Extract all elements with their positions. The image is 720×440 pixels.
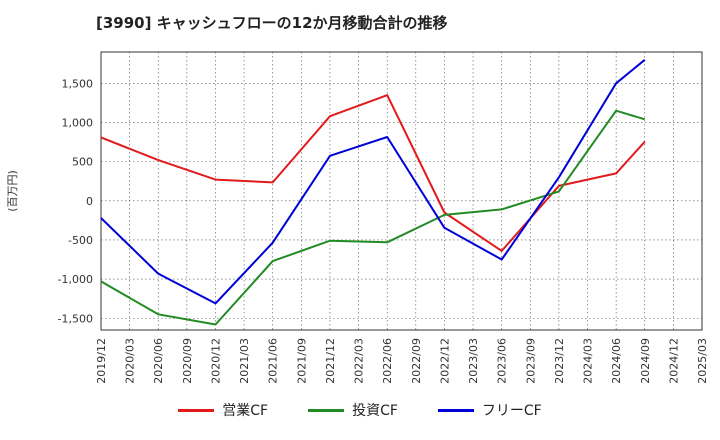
x-tick-label: 2023/03 [467, 338, 480, 384]
series-line [100, 94, 646, 252]
x-tick-label: 2023/09 [524, 338, 537, 384]
x-tick-label: 2021/09 [295, 338, 308, 384]
y-tick-label: 1,000 [62, 116, 94, 129]
series-line [100, 59, 646, 305]
x-tick-label: 2019/12 [95, 338, 108, 384]
legend-swatch [308, 408, 345, 412]
x-tick-label: 2022/03 [353, 338, 366, 384]
x-tick-label: 2020/06 [152, 338, 165, 384]
plot-background [101, 52, 702, 330]
x-tick-label: 2021/06 [267, 338, 280, 384]
x-tick-label: 2025/03 [696, 338, 709, 384]
legend-label: 投資CF [352, 403, 398, 419]
x-tick-label: 2022/12 [438, 338, 451, 384]
y-tick-label: -1,500 [58, 312, 93, 325]
x-tick-label: 2024/09 [639, 338, 652, 384]
legend: 営業CF 投資CF フリーCF [0, 400, 720, 420]
y-axis-label: (百万円) [6, 170, 19, 212]
y-tick-label: 500 [72, 156, 93, 169]
legend-label: フリーCF [481, 403, 542, 419]
series-line [100, 109, 646, 326]
x-tick-label: 2022/09 [410, 338, 423, 384]
x-tick-label: 2021/12 [324, 338, 337, 384]
chart-title: [3990] キャッシュフローの12か月移動合計の推移 [96, 14, 448, 32]
x-tick-label: 2024/03 [582, 338, 595, 384]
x-tick-label: 2024/12 [667, 338, 680, 384]
plot-frame [100, 51, 703, 331]
legend-label: 営業CF [222, 403, 269, 419]
x-tick-label: 2020/09 [181, 338, 194, 384]
legend-item: 投資CF [308, 400, 398, 420]
y-tick-label: 0 [86, 195, 93, 208]
x-tick-label: 2020/03 [124, 338, 137, 384]
x-tick-label: 2020/12 [209, 338, 222, 384]
x-tick-label: 2021/03 [238, 338, 251, 384]
legend-item: フリーCF [437, 400, 542, 420]
x-tick-label: 2024/06 [610, 338, 623, 384]
x-tick-label: 2023/06 [496, 338, 509, 384]
y-tick-label: -1,000 [58, 273, 93, 286]
legend-swatch [178, 408, 215, 412]
x-tick-label: 2023/12 [553, 338, 566, 384]
legend-swatch [437, 408, 474, 412]
y-tick-label: -500 [68, 234, 93, 247]
y-tick-label: 1,500 [62, 77, 94, 90]
legend-item: 営業CF [178, 400, 268, 420]
x-tick-label: 2022/06 [381, 338, 394, 384]
